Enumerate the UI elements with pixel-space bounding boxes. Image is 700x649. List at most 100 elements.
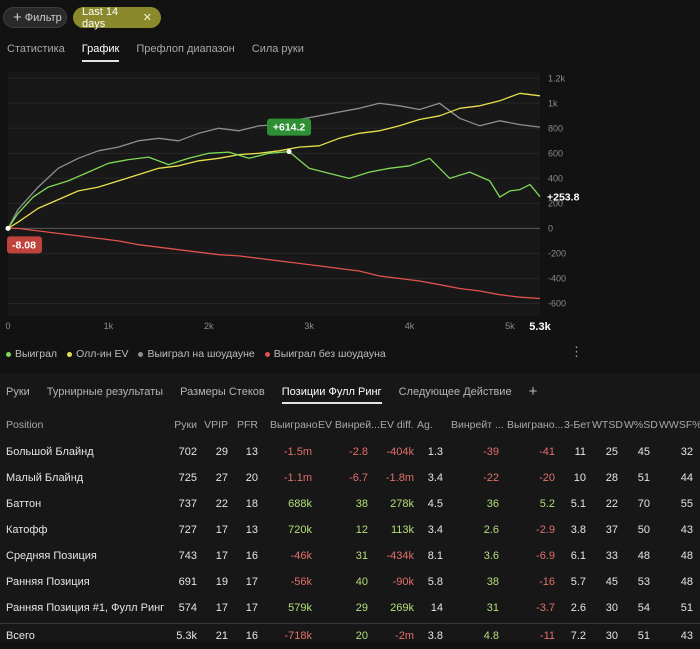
cell-pfr: 13 <box>245 524 258 536</box>
start-dot <box>5 225 11 231</box>
cell-w-sd: 51 <box>637 630 650 642</box>
cell-vpip: 17 <box>215 602 228 614</box>
date-range-chip[interactable]: Last 14 days ✕ <box>73 6 161 30</box>
cell-vpip: 22 <box>215 498 228 510</box>
cell-won-2: -41 <box>539 446 555 458</box>
cell-vpip: 29 <box>215 446 228 458</box>
column-header-position[interactable]: Position <box>6 419 44 431</box>
cell-hands: 743 <box>178 550 197 562</box>
cell-three-bet: 5.1 <box>570 498 586 510</box>
table-header: Position Руки VPIP PFR Выиграно EV Винрей... E… <box>0 415 700 435</box>
cell-wtsd: 22 <box>605 498 618 510</box>
column-header-won-2[interactable]: Выиграно... <box>507 419 564 431</box>
low-label: -8.08 <box>12 239 36 251</box>
cell-wtsd: 30 <box>605 602 618 614</box>
cell-ev-winrate: 12 <box>355 524 368 536</box>
filter-button[interactable]: + Фильтр <box>3 7 67 28</box>
cell-hands: 574 <box>178 602 197 614</box>
tab-preflop-range[interactable]: Префлоп диапазон <box>136 43 235 55</box>
tab-hands[interactable]: Руки <box>6 386 30 398</box>
table-row[interactable]: Баттон 737 22 18 688k 38 278k 4.5 36 5.2 5.1 22 70 55 <box>0 492 700 517</box>
peak-label: +614.2 <box>273 122 306 134</box>
column-header-w-sd[interactable]: W%SD <box>624 419 658 431</box>
cell-won-2: -16 <box>539 576 555 588</box>
column-header-vpip[interactable]: VPIP <box>204 419 228 431</box>
tab-graph[interactable]: График <box>81 43 120 62</box>
legend-dot <box>67 351 73 357</box>
column-header-three-bet[interactable]: 3-Бет <box>564 419 591 431</box>
cell-won-2: 5.2 <box>539 498 555 510</box>
cell-position: Баттон <box>6 498 42 510</box>
cell-won-2: -20 <box>539 472 555 484</box>
cell-ev-diff: -90k <box>392 576 414 588</box>
column-header-ev-diff[interactable]: EV diff. <box>380 419 414 431</box>
plus-icon[interactable]: + <box>528 383 538 400</box>
cell-wwsf: 32 <box>680 446 693 458</box>
column-header-hands[interactable]: Руки <box>174 419 197 431</box>
cell-won: 720k <box>288 524 312 536</box>
cell-wtsd: 25 <box>605 446 618 458</box>
tab-tournament-results[interactable]: Турнирные результаты <box>46 386 164 398</box>
table-row[interactable]: Малый Блайнд 725 27 20 -1.1m -6.7 -1.8m 3.4 -22 -… <box>0 466 700 491</box>
cell-wwsf: 43 <box>680 630 693 642</box>
column-header-winrate[interactable]: Винрейт ... <box>451 419 504 431</box>
peak-dot <box>286 149 292 155</box>
legend-item-won[interactable]: Выиграл <box>6 348 57 360</box>
cell-wtsd: 30 <box>605 630 618 642</box>
cell-w-sd: 70 <box>637 498 650 510</box>
cell-wtsd: 37 <box>605 524 618 536</box>
column-header-wwsf[interactable]: WWSF% <box>659 419 700 431</box>
cell-won: 688k <box>288 498 312 510</box>
cell-won-2: -2.9 <box>536 524 555 536</box>
legend-item-non-showdown[interactable]: Выиграл без шоудауна <box>264 348 386 360</box>
tab-hand-strength[interactable]: Сила руки <box>251 43 304 55</box>
column-header-pfr[interactable]: PFR <box>237 419 258 431</box>
cell-wwsf: 55 <box>680 498 693 510</box>
cell-ev-winrate: -2.8 <box>349 446 368 458</box>
cell-wwsf: 44 <box>680 472 693 484</box>
cell-aggression: 8.1 <box>427 550 443 562</box>
cell-three-bet: 3.8 <box>570 524 586 536</box>
cell-w-sd: 51 <box>637 472 650 484</box>
table-row[interactable]: Средняя Позиция 743 17 16 -46k 31 -434k 8.1 3.6 -… <box>0 544 700 569</box>
column-header-aggression[interactable]: Ag. <box>417 419 433 431</box>
legend-dot <box>6 351 11 357</box>
tab-statistics[interactable]: Статистика <box>7 43 65 55</box>
cell-pfr: 20 <box>245 472 258 484</box>
cell-hands: 725 <box>178 472 197 484</box>
legend-item-showdown[interactable]: Выиграл на шоудауне <box>138 348 255 360</box>
table-row[interactable]: Ранняя Позиция 691 19 17 -56k 40 -90k 5.8 38 -16 5… <box>0 570 700 595</box>
column-header-ev-winrate[interactable]: EV Винрей... <box>318 419 380 431</box>
cell-won: 579k <box>288 602 312 614</box>
cell-hands: 727 <box>178 524 197 536</box>
cell-wwsf: 43 <box>680 524 693 536</box>
close-icon[interactable]: ✕ <box>142 12 152 24</box>
column-header-won[interactable]: Выиграно <box>270 419 318 431</box>
cell-ev-diff: -434k <box>386 550 414 562</box>
cell-three-bet: 10 <box>573 472 586 484</box>
cell-pfr: 17 <box>245 576 258 588</box>
cell-three-bet: 7.2 <box>570 630 586 642</box>
column-header-wtsd[interactable]: WTSD <box>592 419 623 431</box>
y-tick-label: 400 <box>548 173 563 183</box>
cell-winrate: 31 <box>486 602 499 614</box>
more-vertical-icon[interactable]: ⋮ <box>570 344 583 359</box>
table-row[interactable]: Большой Блайнд 702 29 13 -1.5m -2.8 -404k 1.3 -3… <box>0 440 700 465</box>
cell-ev-diff: 269k <box>390 602 414 614</box>
cell-position: Ранняя Позиция #1, Фулл Ринг <box>6 602 165 614</box>
cell-hands: 702 <box>178 446 197 458</box>
tab-next-action[interactable]: Следующее Действие <box>398 386 512 398</box>
legend-item-allin-ev[interactable]: Олл-ин EV <box>67 348 128 360</box>
tab-full-ring-positions[interactable]: Позиции Фулл Ринг <box>281 386 382 404</box>
series-line <box>7 92 541 229</box>
table-total-row[interactable]: Всего 5.3k 21 16 -718k 20 -2m 3.8 4.8 -11 7.2 30 51 4… <box>0 623 700 649</box>
cell-ev-winrate: 40 <box>355 576 368 588</box>
cell-winrate: 2.6 <box>483 524 499 536</box>
tab-stack-sizes[interactable]: Размеры Стеков <box>180 386 265 398</box>
cell-won-2: -6.9 <box>536 550 555 562</box>
cell-w-sd: 54 <box>637 602 650 614</box>
cell-wwsf: 51 <box>680 602 693 614</box>
cell-pfr: 16 <box>245 630 258 642</box>
table-row[interactable]: Катофф 727 17 13 720k 12 113k 3.4 2.6 -2.9 3.8 37 50… <box>0 518 700 543</box>
table-row[interactable]: Ранняя Позиция #1, Фулл Ринг 574 17 17 579k 2… <box>0 596 700 621</box>
